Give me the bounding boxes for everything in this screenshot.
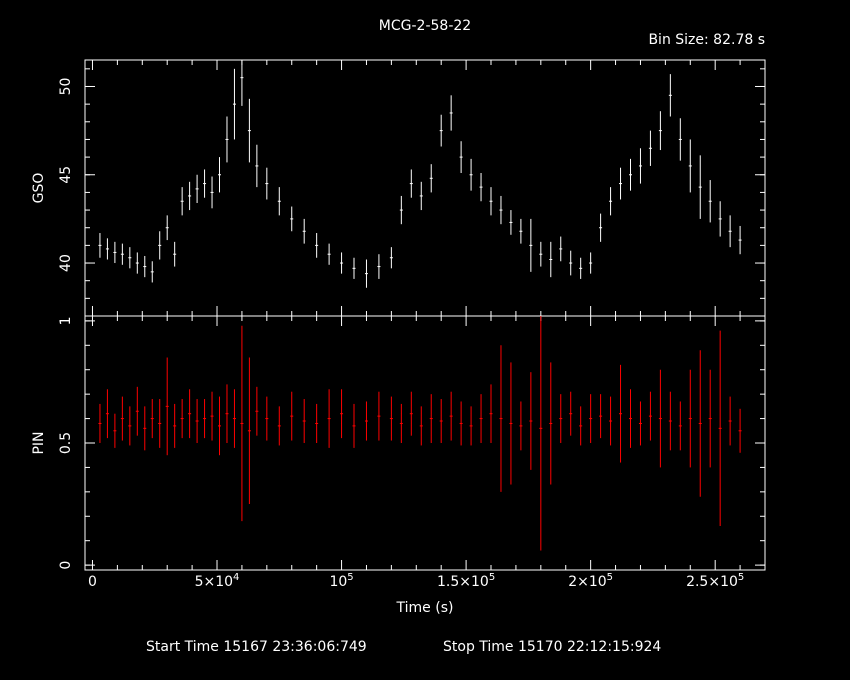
bin-size-label: Bin Size: 82.78 s — [648, 32, 765, 48]
pin-y-tick-label: 0.5 — [58, 432, 74, 454]
gso-x-ticks — [91, 60, 766, 316]
x-tick-label: 105 — [329, 572, 353, 590]
chart-title: MCG-2-58-22 — [379, 18, 471, 34]
x-tick-label: 5×104 — [195, 572, 240, 590]
gso-series — [98, 60, 742, 288]
time-axis-label: Time (s) — [396, 600, 454, 616]
gso-y-tick-label: 40 — [58, 254, 74, 272]
pin-series — [98, 316, 742, 551]
pin-y-tick-label: 0 — [58, 561, 74, 570]
pin-axis-label: PIN — [31, 431, 47, 454]
stop-time-label: Stop Time 15170 22:12:15:924 — [443, 639, 661, 655]
gso-y-tick-label: 50 — [58, 78, 74, 96]
gso-panel: 40 45 50 GSO — [31, 59, 766, 317]
gso-y-ticks: 40 45 50 — [58, 68, 765, 317]
x-tick-label: 2.5×105 — [686, 572, 744, 590]
gso-axis-label: GSO — [31, 173, 47, 204]
x-tick-label: 2×105 — [568, 572, 613, 590]
pin-x-ticks: 0 5×104 105 1.5×105 2×105 2.5×105 — [88, 316, 766, 590]
pin-y-ticks: 00.51 — [58, 316, 765, 570]
x-tick-label: 1.5×105 — [437, 572, 495, 590]
pin-panel: 00.51 0 5×104 105 1.5×105 2×105 2.5×105 PIN T… — [31, 315, 766, 616]
gso-y-tick-label: 45 — [58, 166, 74, 184]
start-time-label: Start Time 15167 23:36:06:749 — [146, 639, 367, 655]
pin-y-tick-label: 1 — [58, 316, 74, 325]
x-tick-label: 0 — [88, 574, 97, 590]
